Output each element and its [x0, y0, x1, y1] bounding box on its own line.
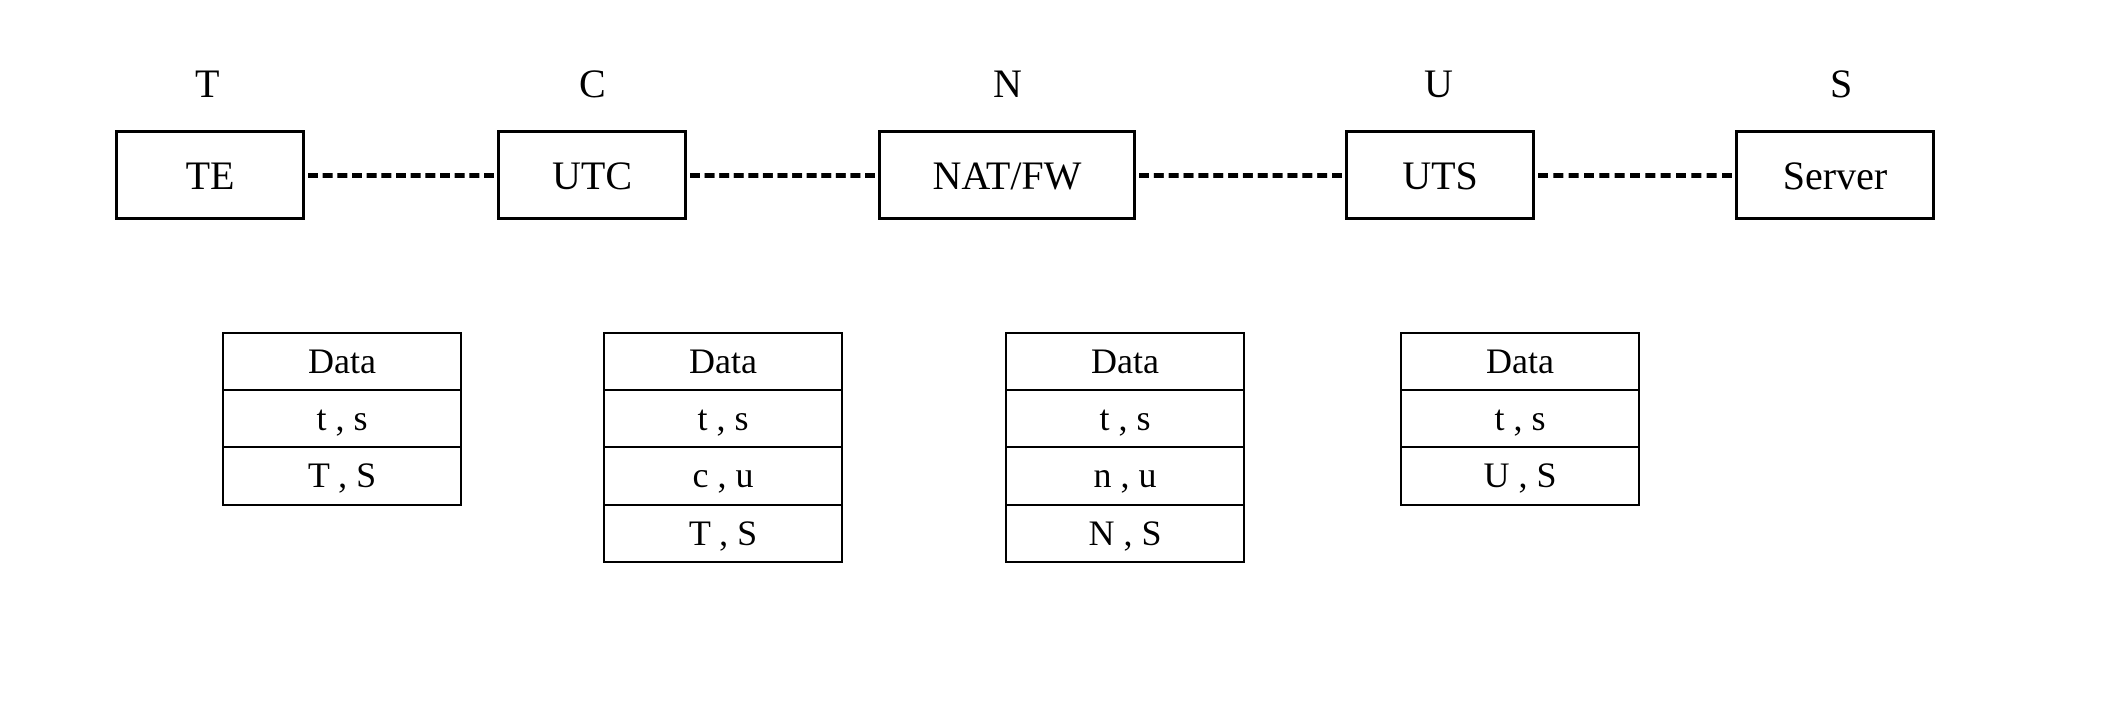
table-cell: t , s — [605, 391, 841, 448]
node-NAT-FW: NAT/FW — [878, 130, 1136, 220]
table-cell: Data — [605, 334, 841, 391]
column-label-N: N — [993, 60, 1022, 107]
column-label-T: T — [195, 60, 219, 107]
edge-N-U — [1139, 173, 1342, 178]
table-cell: t , s — [1007, 391, 1243, 448]
column-label-U: U — [1424, 60, 1453, 107]
table-cell: N , S — [1007, 506, 1243, 561]
node-UTS-label: UTS — [1402, 152, 1478, 199]
node-UTS: UTS — [1345, 130, 1535, 220]
table-cell: T , S — [224, 448, 460, 503]
column-label-C: C — [579, 60, 606, 107]
node-NAT-FW-label: NAT/FW — [933, 152, 1082, 199]
column-label-S: S — [1830, 60, 1852, 107]
table-cell: Data — [1402, 334, 1638, 391]
table-cell: t , s — [1402, 391, 1638, 448]
table-cell: n , u — [1007, 448, 1243, 505]
table-cell: Data — [224, 334, 460, 391]
edge-C-N — [690, 173, 875, 178]
node-UTC-label: UTC — [552, 152, 632, 199]
node-Server: Server — [1735, 130, 1935, 220]
node-UTC: UTC — [497, 130, 687, 220]
table-cell: T , S — [605, 506, 841, 561]
data-table-U: Data t , s U , S — [1400, 332, 1640, 506]
data-table-N: Data t , s n , u N , S — [1005, 332, 1245, 563]
table-cell: c , u — [605, 448, 841, 505]
table-cell: Data — [1007, 334, 1243, 391]
edge-T-C — [308, 173, 494, 178]
data-table-T: Data t , s T , S — [222, 332, 462, 506]
network-diagram: T C N U S TE UTC NAT/FW UTS Server Data … — [0, 0, 2101, 703]
node-TE: TE — [115, 130, 305, 220]
node-Server-label: Server — [1783, 152, 1887, 199]
edge-U-S — [1538, 173, 1732, 178]
table-cell: U , S — [1402, 448, 1638, 503]
node-TE-label: TE — [186, 152, 235, 199]
table-cell: t , s — [224, 391, 460, 448]
data-table-C: Data t , s c , u T , S — [603, 332, 843, 563]
